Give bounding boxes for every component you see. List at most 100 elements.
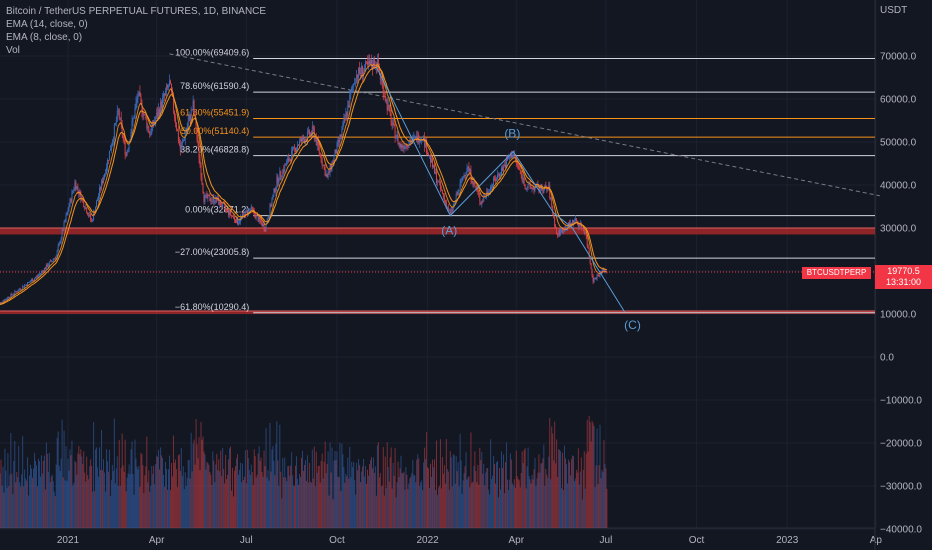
candle-body xyxy=(571,220,573,226)
volume-bar xyxy=(277,460,279,528)
volume-bar xyxy=(240,481,242,528)
candle-body xyxy=(602,268,604,271)
volume-bar xyxy=(186,477,188,528)
volume-bar xyxy=(6,487,8,528)
candle-body xyxy=(155,118,157,122)
volume-bar xyxy=(142,465,144,528)
fib-level-label: −61.80%(10290.4) xyxy=(175,302,249,312)
candle-body xyxy=(267,218,269,222)
candle-body xyxy=(403,146,405,149)
volume-bar xyxy=(598,465,600,528)
volume-bar xyxy=(386,442,388,528)
candle-body xyxy=(501,167,502,176)
candle-body xyxy=(22,286,24,290)
candle-body xyxy=(173,110,175,117)
volume-bar xyxy=(315,451,317,528)
volume-bar xyxy=(115,468,117,528)
volume-bar xyxy=(382,447,384,528)
candle-body xyxy=(62,230,64,232)
volume-bar xyxy=(380,486,382,528)
volume-bar xyxy=(303,464,305,528)
volume-bar xyxy=(161,455,163,528)
candle-body xyxy=(47,265,49,267)
volume-bar xyxy=(280,471,282,528)
candle-body xyxy=(152,120,154,127)
volume-bar xyxy=(35,460,36,528)
candle-body xyxy=(437,182,438,184)
volume-bar xyxy=(300,477,301,528)
candle-body xyxy=(296,148,298,153)
candle-body xyxy=(351,87,353,93)
candle-body xyxy=(259,216,261,221)
volume-bar xyxy=(234,470,235,528)
volume-bar xyxy=(134,439,136,528)
volume-bar xyxy=(579,471,581,528)
candle-body xyxy=(181,141,183,145)
volume-bar xyxy=(542,458,544,528)
candle-body xyxy=(562,229,564,233)
volume-bar xyxy=(170,490,171,528)
volume-bar xyxy=(356,462,358,528)
volume-bar xyxy=(296,456,298,528)
candle-body xyxy=(83,200,85,208)
volume-bar xyxy=(184,472,186,528)
candle-body xyxy=(531,187,533,189)
legend-ema-14[interactable]: EMA (14, close, 0) xyxy=(6,19,88,30)
candle-body xyxy=(214,202,216,204)
candle-body xyxy=(97,199,99,202)
candle-body xyxy=(292,147,294,151)
volume-bar xyxy=(321,453,323,528)
candle-body xyxy=(352,86,354,88)
volume-bar xyxy=(246,449,248,528)
volume-bar xyxy=(182,466,184,528)
candle-body xyxy=(101,180,102,190)
volume-bar xyxy=(443,465,445,528)
candle-body xyxy=(336,142,338,154)
candle-body xyxy=(104,173,106,175)
legend-symbol[interactable]: Bitcoin / TetherUS PERPETUAL FUTURES, 1D… xyxy=(6,6,267,17)
volume-bar xyxy=(330,472,332,528)
volume-bar xyxy=(585,453,587,528)
candle-body xyxy=(92,220,94,222)
candle-body xyxy=(52,259,54,262)
candle-body xyxy=(159,108,161,115)
candle-body xyxy=(323,164,325,168)
candle-body xyxy=(437,181,439,183)
volume-bar xyxy=(466,479,468,528)
volume-bar xyxy=(33,468,34,528)
candle-body xyxy=(387,104,389,111)
volume-bar xyxy=(0,459,2,528)
candle-body xyxy=(204,194,206,202)
candle-body xyxy=(521,174,523,181)
candle-body xyxy=(241,213,243,217)
candle-body xyxy=(404,146,406,149)
volume-bar xyxy=(437,487,439,528)
volume-bar xyxy=(43,455,45,528)
volume-bar xyxy=(574,478,576,528)
volume-bar xyxy=(109,495,111,528)
candle-body xyxy=(315,137,317,146)
candle-body xyxy=(130,131,132,140)
candle-body xyxy=(410,141,412,144)
volume-bar xyxy=(412,459,414,528)
legend-volume[interactable]: Vol xyxy=(6,45,20,56)
candle-body xyxy=(585,232,587,237)
candle-body xyxy=(270,204,272,207)
volume-bar xyxy=(514,487,516,528)
candle-body xyxy=(45,264,47,269)
volume-bar xyxy=(81,456,83,528)
volume-bar xyxy=(197,458,199,528)
volume-bar xyxy=(38,461,40,528)
volume-bar xyxy=(232,467,233,528)
volume-bar xyxy=(189,478,191,528)
candle-body xyxy=(148,126,150,133)
volume-bar xyxy=(503,493,505,528)
candle-body xyxy=(129,139,131,142)
volume-bar xyxy=(439,439,441,528)
volume-bar xyxy=(398,476,400,528)
candle-body xyxy=(490,186,492,193)
candle-body xyxy=(482,200,484,202)
candle-body xyxy=(325,174,327,176)
legend-ema-8[interactable]: EMA (8, close, 0) xyxy=(6,32,83,43)
